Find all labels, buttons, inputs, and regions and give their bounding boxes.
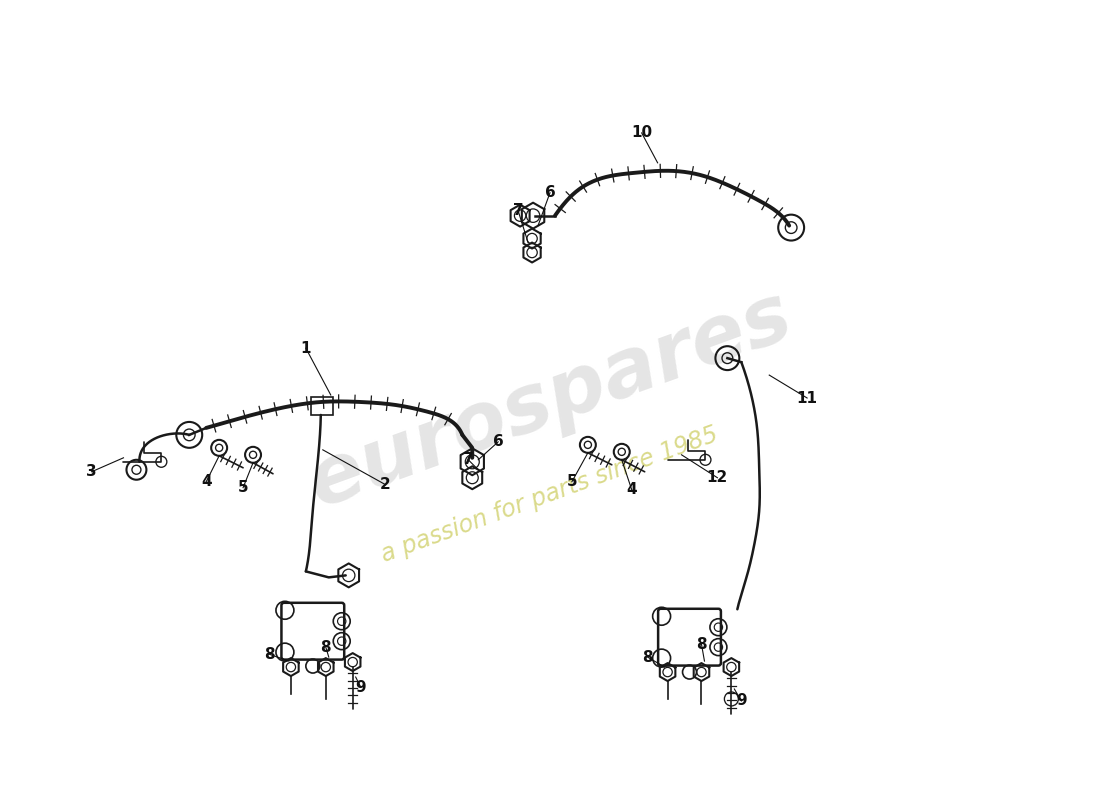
Text: 1: 1 — [300, 341, 311, 356]
Text: 6: 6 — [493, 434, 504, 450]
Text: 12: 12 — [707, 470, 728, 486]
Text: a passion for parts since 1985: a passion for parts since 1985 — [378, 422, 722, 567]
Text: 5: 5 — [566, 474, 578, 490]
Text: 4: 4 — [626, 482, 637, 497]
Text: 9: 9 — [355, 679, 366, 694]
Text: 8: 8 — [696, 637, 707, 652]
Text: 10: 10 — [631, 126, 652, 141]
Text: 2: 2 — [381, 478, 390, 492]
Bar — [311, 397, 333, 415]
Text: 11: 11 — [796, 390, 817, 406]
Text: 4: 4 — [201, 474, 211, 490]
Text: 3: 3 — [86, 464, 97, 479]
Text: 8: 8 — [320, 640, 331, 654]
Text: 5: 5 — [238, 480, 249, 495]
Text: 7: 7 — [463, 452, 474, 467]
Text: 8: 8 — [642, 650, 653, 665]
Text: eurospares: eurospares — [297, 276, 803, 524]
Text: 7: 7 — [513, 203, 524, 218]
Text: 6: 6 — [544, 186, 556, 200]
Text: 8: 8 — [264, 646, 274, 662]
Text: 9: 9 — [736, 694, 747, 709]
